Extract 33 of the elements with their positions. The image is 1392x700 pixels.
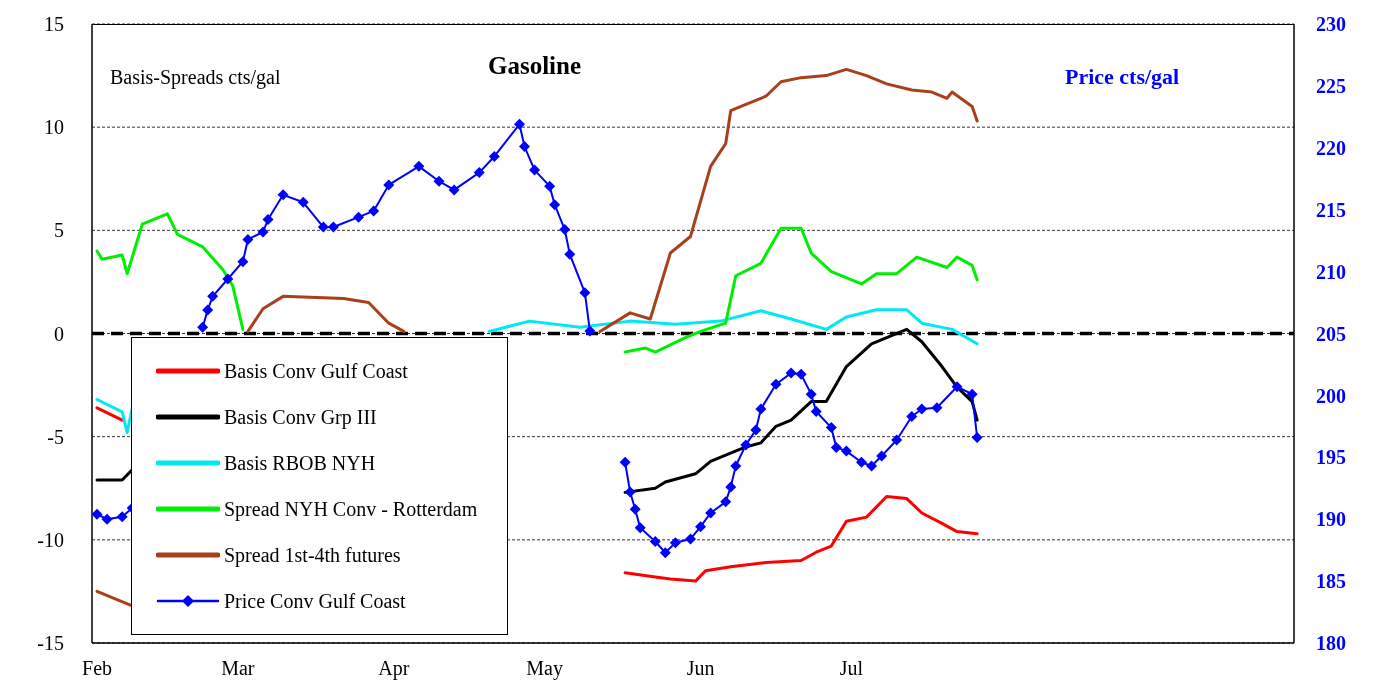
x-tick-label: Apr bbox=[378, 657, 410, 681]
y-tick-label: 0 bbox=[54, 322, 64, 345]
y2-tick-label: 210 bbox=[1316, 260, 1346, 283]
y2-tick-label: 220 bbox=[1316, 136, 1346, 159]
legend-label: Basis Conv Grp III bbox=[224, 405, 377, 429]
y2-tick-label: 205 bbox=[1316, 322, 1346, 345]
y-tick-label: 10 bbox=[44, 116, 64, 139]
legend-label: Basis RBOB NYH bbox=[224, 451, 376, 475]
legend-label: Spread 1st-4th futures bbox=[224, 543, 401, 567]
x-tick-label: May bbox=[526, 657, 563, 681]
x-tick-label: Jun bbox=[686, 657, 715, 680]
y2-tick-label: 190 bbox=[1316, 508, 1346, 531]
legend-label: Basis Conv Gulf Coast bbox=[224, 359, 408, 383]
y2-tick-label: 215 bbox=[1316, 198, 1346, 221]
y-tick-label: -5 bbox=[47, 425, 64, 448]
y2-tick-label: 185 bbox=[1316, 570, 1346, 593]
y2-tick-label: 200 bbox=[1316, 384, 1346, 407]
y2-tick-label: 195 bbox=[1316, 446, 1346, 469]
y2-tick-label: 230 bbox=[1316, 13, 1346, 36]
y2-tick-label: 180 bbox=[1316, 632, 1346, 655]
legend-label: Price Conv Gulf Coast bbox=[224, 589, 406, 613]
text: Gasoline bbox=[488, 52, 582, 80]
x-tick-label: Mar bbox=[221, 657, 255, 680]
y-tick-label: 15 bbox=[44, 13, 64, 36]
x-tick-label: Jul bbox=[839, 657, 864, 680]
y2-tick-label: 225 bbox=[1316, 75, 1346, 97]
legend-label: Spread NYH Conv - Rotterdam bbox=[224, 497, 478, 521]
x-tick-label: Feb bbox=[82, 657, 113, 680]
y-tick-label: 5 bbox=[54, 219, 64, 242]
y2-axis-title: Price cts/gal bbox=[1065, 64, 1180, 90]
y-tick-label: -10 bbox=[37, 528, 64, 551]
y-tick-label: -15 bbox=[37, 632, 64, 655]
y-axis-title: Basis-Spreads cts/gal bbox=[110, 66, 281, 89]
